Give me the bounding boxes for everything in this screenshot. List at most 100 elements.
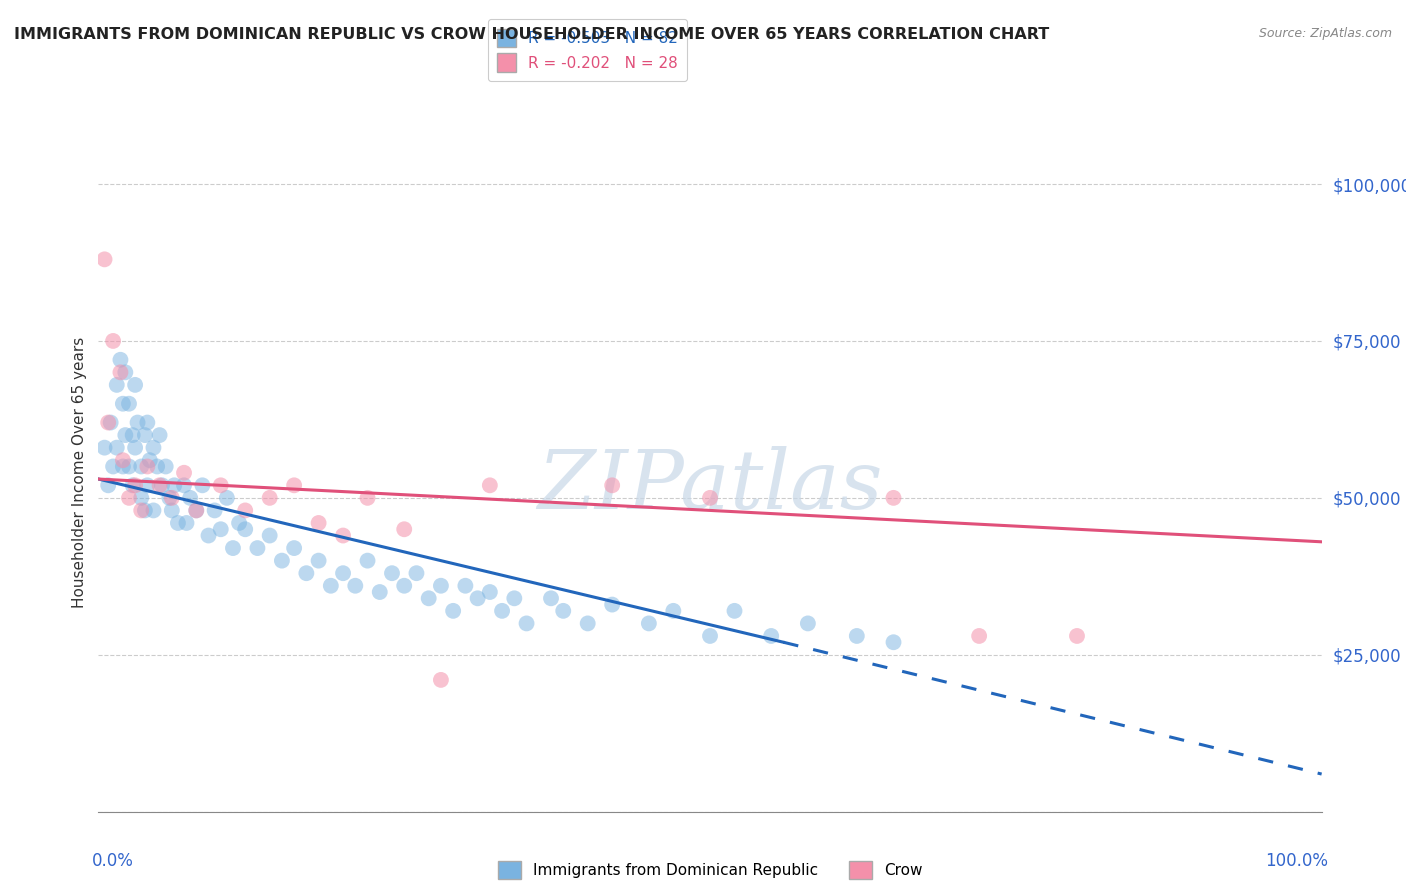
- Point: [139, 453, 162, 467]
- Point: [233, 522, 256, 536]
- Point: [111, 453, 134, 467]
- Point: [155, 459, 177, 474]
- Point: [228, 516, 250, 530]
- Point: [167, 516, 190, 530]
- Point: [319, 579, 342, 593]
- Point: [515, 616, 537, 631]
- Point: [101, 334, 124, 348]
- Point: [97, 416, 120, 430]
- Point: [883, 491, 905, 505]
- Point: [111, 459, 134, 474]
- Point: [405, 566, 427, 581]
- Point: [209, 522, 232, 536]
- Point: [204, 503, 226, 517]
- Point: [662, 604, 685, 618]
- Point: [478, 478, 501, 492]
- Point: [308, 516, 330, 530]
- Point: [883, 635, 905, 649]
- Point: [308, 554, 330, 568]
- Point: [163, 478, 186, 492]
- Point: [215, 491, 238, 505]
- Point: [173, 478, 195, 492]
- Point: [134, 428, 156, 442]
- Point: [845, 629, 868, 643]
- Point: [173, 466, 195, 480]
- Text: 100.0%: 100.0%: [1265, 853, 1327, 871]
- Point: [142, 441, 165, 455]
- Legend: Immigrants from Dominican Republic, Crow: Immigrants from Dominican Republic, Crow: [492, 855, 928, 886]
- Text: IMMIGRANTS FROM DOMINICAN REPUBLIC VS CROW HOUSEHOLDER INCOME OVER 65 YEARS CORR: IMMIGRANTS FROM DOMINICAN REPUBLIC VS CR…: [14, 27, 1049, 42]
- Point: [259, 491, 281, 505]
- Point: [1066, 629, 1088, 643]
- Point: [332, 528, 354, 542]
- Point: [160, 491, 183, 505]
- Point: [209, 478, 232, 492]
- Point: [233, 503, 256, 517]
- Point: [127, 416, 149, 430]
- Point: [222, 541, 245, 555]
- Point: [93, 252, 115, 267]
- Point: [121, 428, 143, 442]
- Point: [110, 352, 132, 367]
- Point: [344, 579, 367, 593]
- Point: [699, 629, 721, 643]
- Point: [121, 478, 143, 492]
- Point: [97, 478, 120, 492]
- Point: [246, 541, 269, 555]
- Y-axis label: Householder Income Over 65 years: Householder Income Over 65 years: [72, 337, 87, 608]
- Point: [491, 604, 513, 618]
- Point: [540, 591, 562, 606]
- Text: ZIPatlas: ZIPatlas: [537, 446, 883, 526]
- Point: [191, 478, 214, 492]
- Point: [259, 528, 281, 542]
- Text: 0.0%: 0.0%: [93, 853, 134, 871]
- Point: [295, 566, 318, 581]
- Point: [197, 528, 219, 542]
- Point: [283, 478, 305, 492]
- Point: [179, 491, 201, 505]
- Point: [186, 503, 208, 517]
- Point: [576, 616, 599, 631]
- Point: [186, 503, 208, 517]
- Point: [332, 566, 354, 581]
- Point: [176, 516, 198, 530]
- Point: [797, 616, 820, 631]
- Point: [124, 441, 146, 455]
- Point: [467, 591, 489, 606]
- Point: [270, 554, 294, 568]
- Point: [392, 579, 416, 593]
- Text: Source: ZipAtlas.com: Source: ZipAtlas.com: [1258, 27, 1392, 40]
- Point: [105, 377, 128, 392]
- Point: [110, 365, 132, 379]
- Point: [283, 541, 305, 555]
- Point: [368, 585, 391, 599]
- Point: [129, 503, 152, 517]
- Point: [761, 629, 783, 643]
- Point: [142, 503, 165, 517]
- Point: [118, 491, 141, 505]
- Point: [129, 459, 152, 474]
- Point: [129, 491, 152, 505]
- Point: [430, 579, 453, 593]
- Point: [101, 459, 124, 474]
- Point: [454, 579, 477, 593]
- Point: [356, 491, 378, 505]
- Point: [100, 416, 122, 430]
- Point: [160, 503, 183, 517]
- Point: [124, 377, 146, 392]
- Point: [600, 478, 623, 492]
- Point: [967, 629, 990, 643]
- Point: [124, 478, 146, 492]
- Point: [93, 441, 115, 455]
- Point: [146, 459, 169, 474]
- Point: [418, 591, 440, 606]
- Point: [136, 416, 159, 430]
- Point: [356, 554, 378, 568]
- Point: [118, 397, 141, 411]
- Point: [150, 478, 173, 492]
- Point: [118, 459, 141, 474]
- Point: [149, 478, 172, 492]
- Point: [553, 604, 575, 618]
- Point: [105, 441, 128, 455]
- Point: [149, 428, 172, 442]
